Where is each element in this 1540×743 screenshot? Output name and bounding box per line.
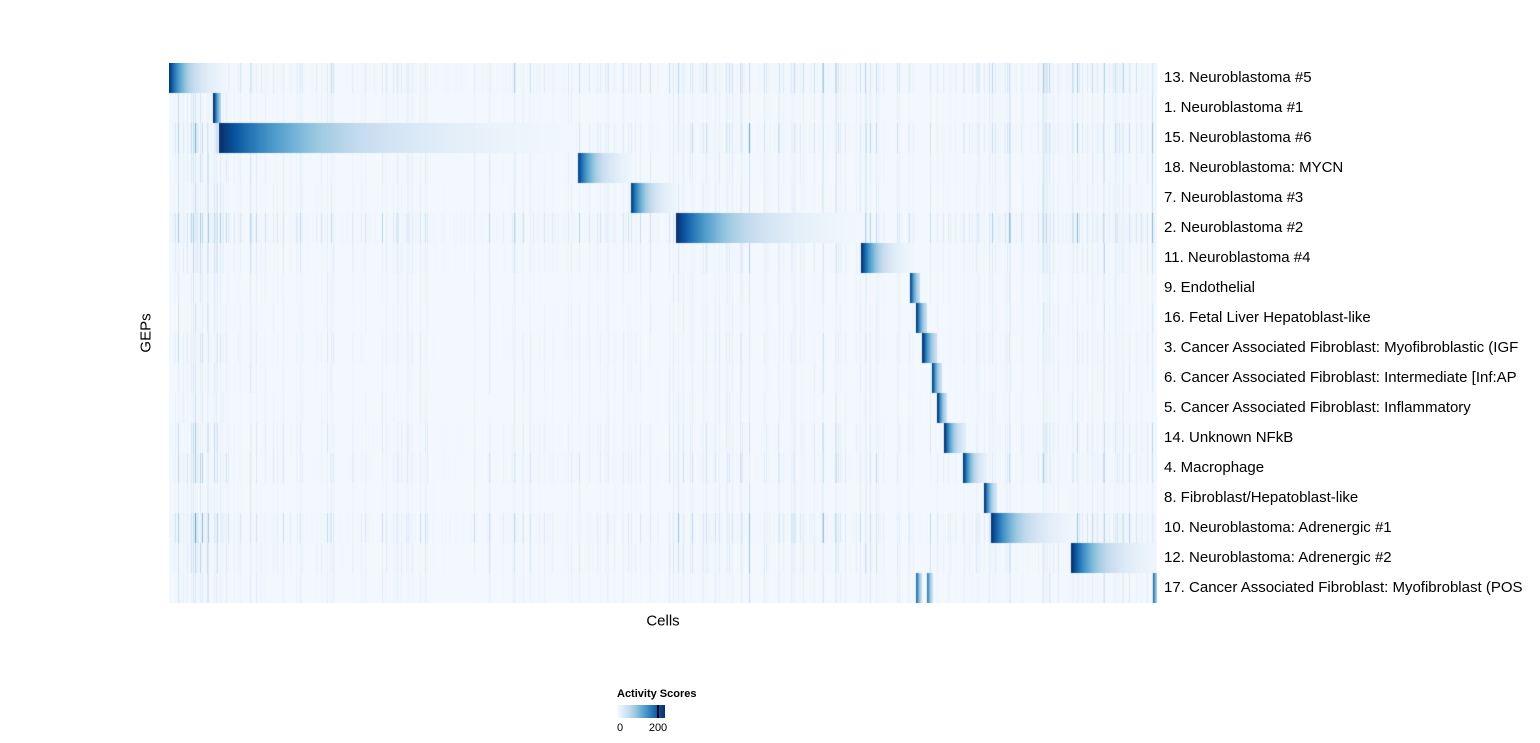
legend-title: Activity Scores — [617, 688, 697, 700]
row-label: 13. Neuroblastoma #5 — [1164, 69, 1312, 86]
row-label: 17. Cancer Associated Fibroblast: Myofib… — [1164, 579, 1523, 596]
x-axis-label: Cells — [646, 612, 680, 630]
row-label: 10. Neuroblastoma: Adrenergic #1 — [1164, 519, 1392, 536]
row-label: 4. Macrophage — [1164, 459, 1265, 476]
colorbar-legend: Activity Scores 0 200 — [616, 688, 697, 735]
row-label: 6. Cancer Associated Fibroblast: Interme… — [1164, 369, 1517, 386]
row-label: 11. Neuroblastoma #4 — [1164, 249, 1311, 266]
colorbar-tick-labels: 0 200 — [616, 722, 668, 735]
colorbar-min-label: 0 — [616, 722, 624, 734]
row-label: 7. Neuroblastoma #3 — [1164, 189, 1304, 206]
colorbar-tick-mark — [657, 705, 659, 718]
row-label: 2. Neuroblastoma #2 — [1164, 219, 1304, 236]
row-labels: 13. Neuroblastoma #5 1. Neuroblastoma #1 1… — [1164, 63, 1540, 603]
row-label: 12. Neuroblastoma: Adrenergic #2 — [1164, 549, 1392, 566]
row-label: 9. Endothelial — [1164, 279, 1255, 296]
row-label: 1. Neuroblastoma #1 — [1164, 99, 1304, 116]
row-label: 5. Cancer Associated Fibroblast: Inflamm… — [1164, 399, 1471, 416]
row-label: 16. Fetal Liver Hepatoblast-like — [1164, 309, 1371, 326]
row-label: 18. Neuroblastoma: MYCN — [1164, 159, 1344, 176]
row-label: 3. Cancer Associated Fibroblast: Myofibr… — [1164, 339, 1519, 356]
colorbar-max-label: 200 — [648, 722, 668, 734]
row-label: 15. Neuroblastoma #6 — [1164, 129, 1312, 146]
row-label: 14. Unknown NFkB — [1164, 429, 1294, 446]
heatmap-canvas — [169, 63, 1157, 603]
y-axis-label: GEPs — [137, 313, 155, 353]
colorbar-gradient — [617, 705, 665, 718]
row-label: 8. Fibroblast/Hepatoblast-like — [1164, 489, 1359, 506]
